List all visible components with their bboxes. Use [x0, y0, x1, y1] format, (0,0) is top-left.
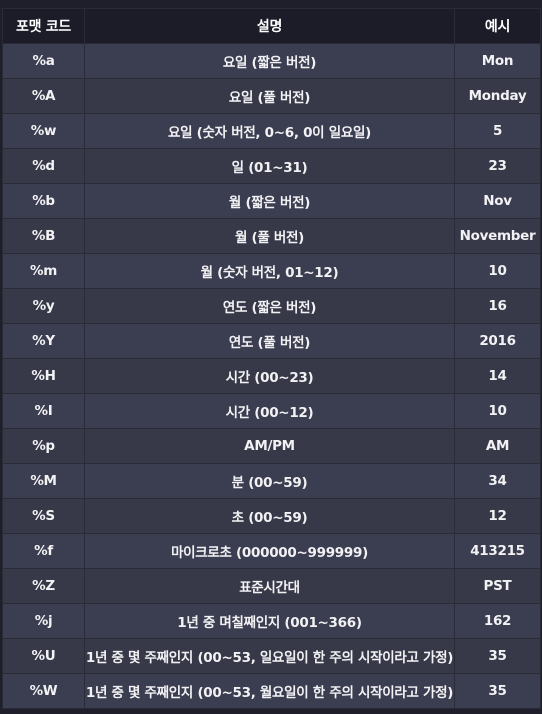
header-description: 설명 — [84, 8, 455, 44]
description-cell: 연도 (풀 버전) — [84, 323, 455, 359]
header-format-code: 포맷 코드 — [2, 8, 85, 44]
example-cell: 10 — [454, 253, 541, 289]
example-cell: 2016 — [454, 323, 541, 359]
example-cell: PST — [454, 568, 541, 604]
description-cell: 월 (짧은 버전) — [84, 183, 455, 219]
format-code-cell: %m — [2, 253, 85, 289]
description-cell: 표준시간대 — [84, 568, 455, 604]
description-cell: 요일 (풀 버전) — [84, 78, 455, 114]
table-row: %y 연도 (짧은 버전) 16 — [2, 288, 541, 324]
table-row: %I 시간 (00~12) 10 — [2, 393, 541, 429]
example-cell: November — [454, 218, 541, 254]
format-code-cell: %M — [2, 463, 85, 499]
description-cell: 요일 (숫자 버전, 0~6, 0이 일요일) — [84, 113, 455, 149]
table-row: %j 1년 중 며칠째인지 (001~366) 162 — [2, 603, 541, 639]
table-row: %p AM/PM AM — [2, 428, 541, 464]
description-cell: 일 (01~31) — [84, 148, 455, 184]
table-row: %S 초 (00~59) 12 — [2, 498, 541, 534]
table-row: %Z 표준시간대 PST — [2, 568, 541, 604]
format-code-cell: %U — [2, 638, 85, 674]
format-code-cell: %j — [2, 603, 85, 639]
description-cell: 연도 (짧은 버전) — [84, 288, 455, 324]
table-row: %b 월 (짧은 버전) Nov — [2, 183, 541, 219]
format-code-cell: %a — [2, 43, 85, 79]
table-row: %B 월 (풀 버전) November — [2, 218, 541, 254]
description-cell: 시간 (00~12) — [84, 393, 455, 429]
format-code-cell: %I — [2, 393, 85, 429]
example-cell: 5 — [454, 113, 541, 149]
format-code-cell: %f — [2, 533, 85, 569]
format-code-cell: %b — [2, 183, 85, 219]
format-code-cell: %Z — [2, 568, 85, 604]
example-cell: 12 — [454, 498, 541, 534]
table-row: %U 1년 중 몇 주째인지 (00~53, 일요일이 한 주의 시작이라고 가정… — [2, 638, 541, 674]
example-cell: 34 — [454, 463, 541, 499]
example-cell: 23 — [454, 148, 541, 184]
table-body: %a 요일 (짧은 버전) Mon %A 요일 (풀 버전) Monday %w 요일 (숫자… — [2, 43, 541, 709]
format-code-cell: %w — [2, 113, 85, 149]
example-cell: 162 — [454, 603, 541, 639]
table-row: %H 시간 (00~23) 14 — [2, 358, 541, 394]
header-example: 예시 — [454, 8, 541, 44]
table-row: %d 일 (01~31) 23 — [2, 148, 541, 184]
example-cell: Nov — [454, 183, 541, 219]
format-code-cell: %S — [2, 498, 85, 534]
description-cell: 요일 (짧은 버전) — [84, 43, 455, 79]
header-row: 포맷 코드 설명 예시 — [2, 8, 541, 44]
example-cell: 413215 — [454, 533, 541, 569]
example-cell: Monday — [454, 78, 541, 114]
table-row: %M 분 (00~59) 34 — [2, 463, 541, 499]
format-code-cell: %W — [2, 673, 85, 709]
table-row: %a 요일 (짧은 버전) Mon — [2, 43, 541, 79]
description-cell: AM/PM — [84, 428, 455, 464]
example-cell: 10 — [454, 393, 541, 429]
example-cell: 14 — [454, 358, 541, 394]
format-code-cell: %B — [2, 218, 85, 254]
description-cell: 1년 중 몇 주째인지 (00~53, 월요일이 한 주의 시작이라고 가정) — [84, 673, 455, 709]
format-code-cell: %Y — [2, 323, 85, 359]
format-code-table: 포맷 코드 설명 예시 %a 요일 (짧은 버전) Mon %A 요일 (풀 버전) Mo… — [2, 8, 541, 709]
table-row: %m 월 (숫자 버전, 01~12) 10 — [2, 253, 541, 289]
example-cell: Mon — [454, 43, 541, 79]
example-cell: 16 — [454, 288, 541, 324]
table-row: %Y 연도 (풀 버전) 2016 — [2, 323, 541, 359]
description-cell: 분 (00~59) — [84, 463, 455, 499]
format-code-cell: %d — [2, 148, 85, 184]
table-row: %A 요일 (풀 버전) Monday — [2, 78, 541, 114]
description-cell: 월 (풀 버전) — [84, 218, 455, 254]
format-code-cell: %A — [2, 78, 85, 114]
table-header: 포맷 코드 설명 예시 — [2, 8, 541, 44]
example-cell: 35 — [454, 638, 541, 674]
description-cell: 1년 중 몇 주째인지 (00~53, 일요일이 한 주의 시작이라고 가정) — [84, 638, 455, 674]
format-code-cell: %y — [2, 288, 85, 324]
description-cell: 시간 (00~23) — [84, 358, 455, 394]
example-cell: AM — [454, 428, 541, 464]
table-row: %f 마이크로초 (000000~999999) 413215 — [2, 533, 541, 569]
description-cell: 마이크로초 (000000~999999) — [84, 533, 455, 569]
format-code-table-container: 포맷 코드 설명 예시 %a 요일 (짧은 버전) Mon %A 요일 (풀 버전) Mo… — [2, 8, 541, 709]
format-code-cell: %p — [2, 428, 85, 464]
description-cell: 1년 중 며칠째인지 (001~366) — [84, 603, 455, 639]
example-cell: 35 — [454, 673, 541, 709]
format-code-cell: %H — [2, 358, 85, 394]
description-cell: 초 (00~59) — [84, 498, 455, 534]
table-row: %W 1년 중 몇 주째인지 (00~53, 월요일이 한 주의 시작이라고 가정… — [2, 673, 541, 709]
description-cell: 월 (숫자 버전, 01~12) — [84, 253, 455, 289]
table-row: %w 요일 (숫자 버전, 0~6, 0이 일요일) 5 — [2, 113, 541, 149]
